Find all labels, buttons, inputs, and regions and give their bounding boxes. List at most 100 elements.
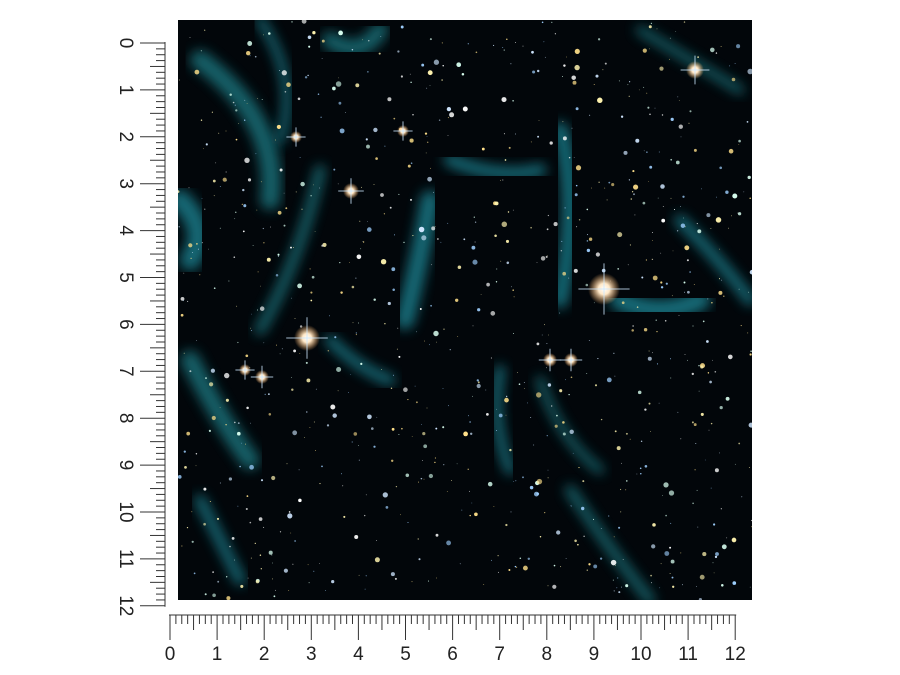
star [436, 577, 437, 579]
star [721, 544, 727, 550]
star [225, 423, 227, 426]
star [632, 170, 635, 173]
star [672, 250, 674, 252]
star [625, 432, 628, 435]
star [384, 145, 386, 147]
star [278, 69, 280, 71]
star [463, 431, 468, 437]
star [747, 175, 751, 180]
star [546, 435, 548, 437]
star [658, 402, 660, 404]
star [564, 207, 566, 209]
star [738, 144, 740, 145]
star [680, 552, 682, 554]
star [551, 21, 553, 24]
star [616, 587, 618, 589]
star [208, 382, 214, 387]
star [244, 99, 246, 101]
star [276, 124, 281, 129]
star [606, 199, 608, 201]
star [610, 559, 617, 566]
star [547, 477, 549, 479]
star [218, 132, 220, 134]
star [583, 535, 585, 537]
star [420, 477, 423, 480]
star [513, 333, 515, 334]
star [234, 218, 236, 220]
star [195, 465, 197, 467]
star [632, 325, 634, 327]
star [527, 557, 531, 561]
star [224, 372, 230, 379]
star [186, 431, 191, 436]
star [306, 378, 311, 383]
star [680, 223, 686, 228]
star [292, 247, 294, 249]
star [499, 179, 501, 181]
star [552, 584, 557, 589]
star [456, 62, 462, 68]
star [639, 467, 642, 470]
star [560, 566, 562, 568]
star [729, 65, 731, 67]
star [459, 563, 461, 565]
star [540, 256, 546, 261]
star [381, 368, 382, 370]
star [586, 569, 589, 571]
star [362, 241, 365, 243]
nebula-streak [443, 153, 547, 180]
star [738, 139, 741, 143]
star [661, 114, 664, 116]
star [683, 217, 684, 219]
star [718, 290, 723, 295]
star [536, 392, 542, 398]
star [352, 322, 354, 324]
star [669, 37, 671, 39]
star [573, 268, 578, 273]
star [496, 408, 497, 410]
star [235, 138, 238, 141]
star [430, 167, 431, 169]
star [398, 355, 401, 358]
star [523, 381, 525, 384]
star [287, 513, 293, 519]
star [670, 197, 672, 199]
star [497, 555, 499, 557]
star [633, 193, 635, 196]
star [260, 568, 262, 570]
star [320, 116, 322, 118]
ruler-label: 2 [115, 132, 136, 143]
star [447, 117, 449, 119]
star [419, 308, 422, 310]
star [536, 262, 538, 263]
star [646, 92, 648, 94]
star [656, 330, 658, 333]
star [697, 229, 702, 234]
star [333, 168, 336, 171]
star [510, 511, 512, 513]
star [476, 379, 479, 382]
star [472, 325, 474, 327]
star [397, 327, 399, 329]
star [442, 388, 444, 390]
star [314, 231, 316, 232]
star [433, 191, 434, 193]
star [275, 139, 276, 141]
star [594, 384, 598, 387]
star [193, 572, 196, 575]
star [487, 481, 493, 487]
star [191, 540, 194, 543]
star [196, 340, 197, 341]
star [319, 483, 321, 485]
star [689, 110, 692, 113]
star [178, 79, 180, 81]
star [310, 195, 312, 197]
star [646, 151, 648, 153]
star [286, 463, 288, 465]
star [665, 514, 667, 517]
star [627, 84, 629, 86]
ruler-label: 4 [353, 644, 364, 665]
star [331, 579, 335, 584]
star [652, 523, 656, 527]
star [536, 478, 543, 485]
